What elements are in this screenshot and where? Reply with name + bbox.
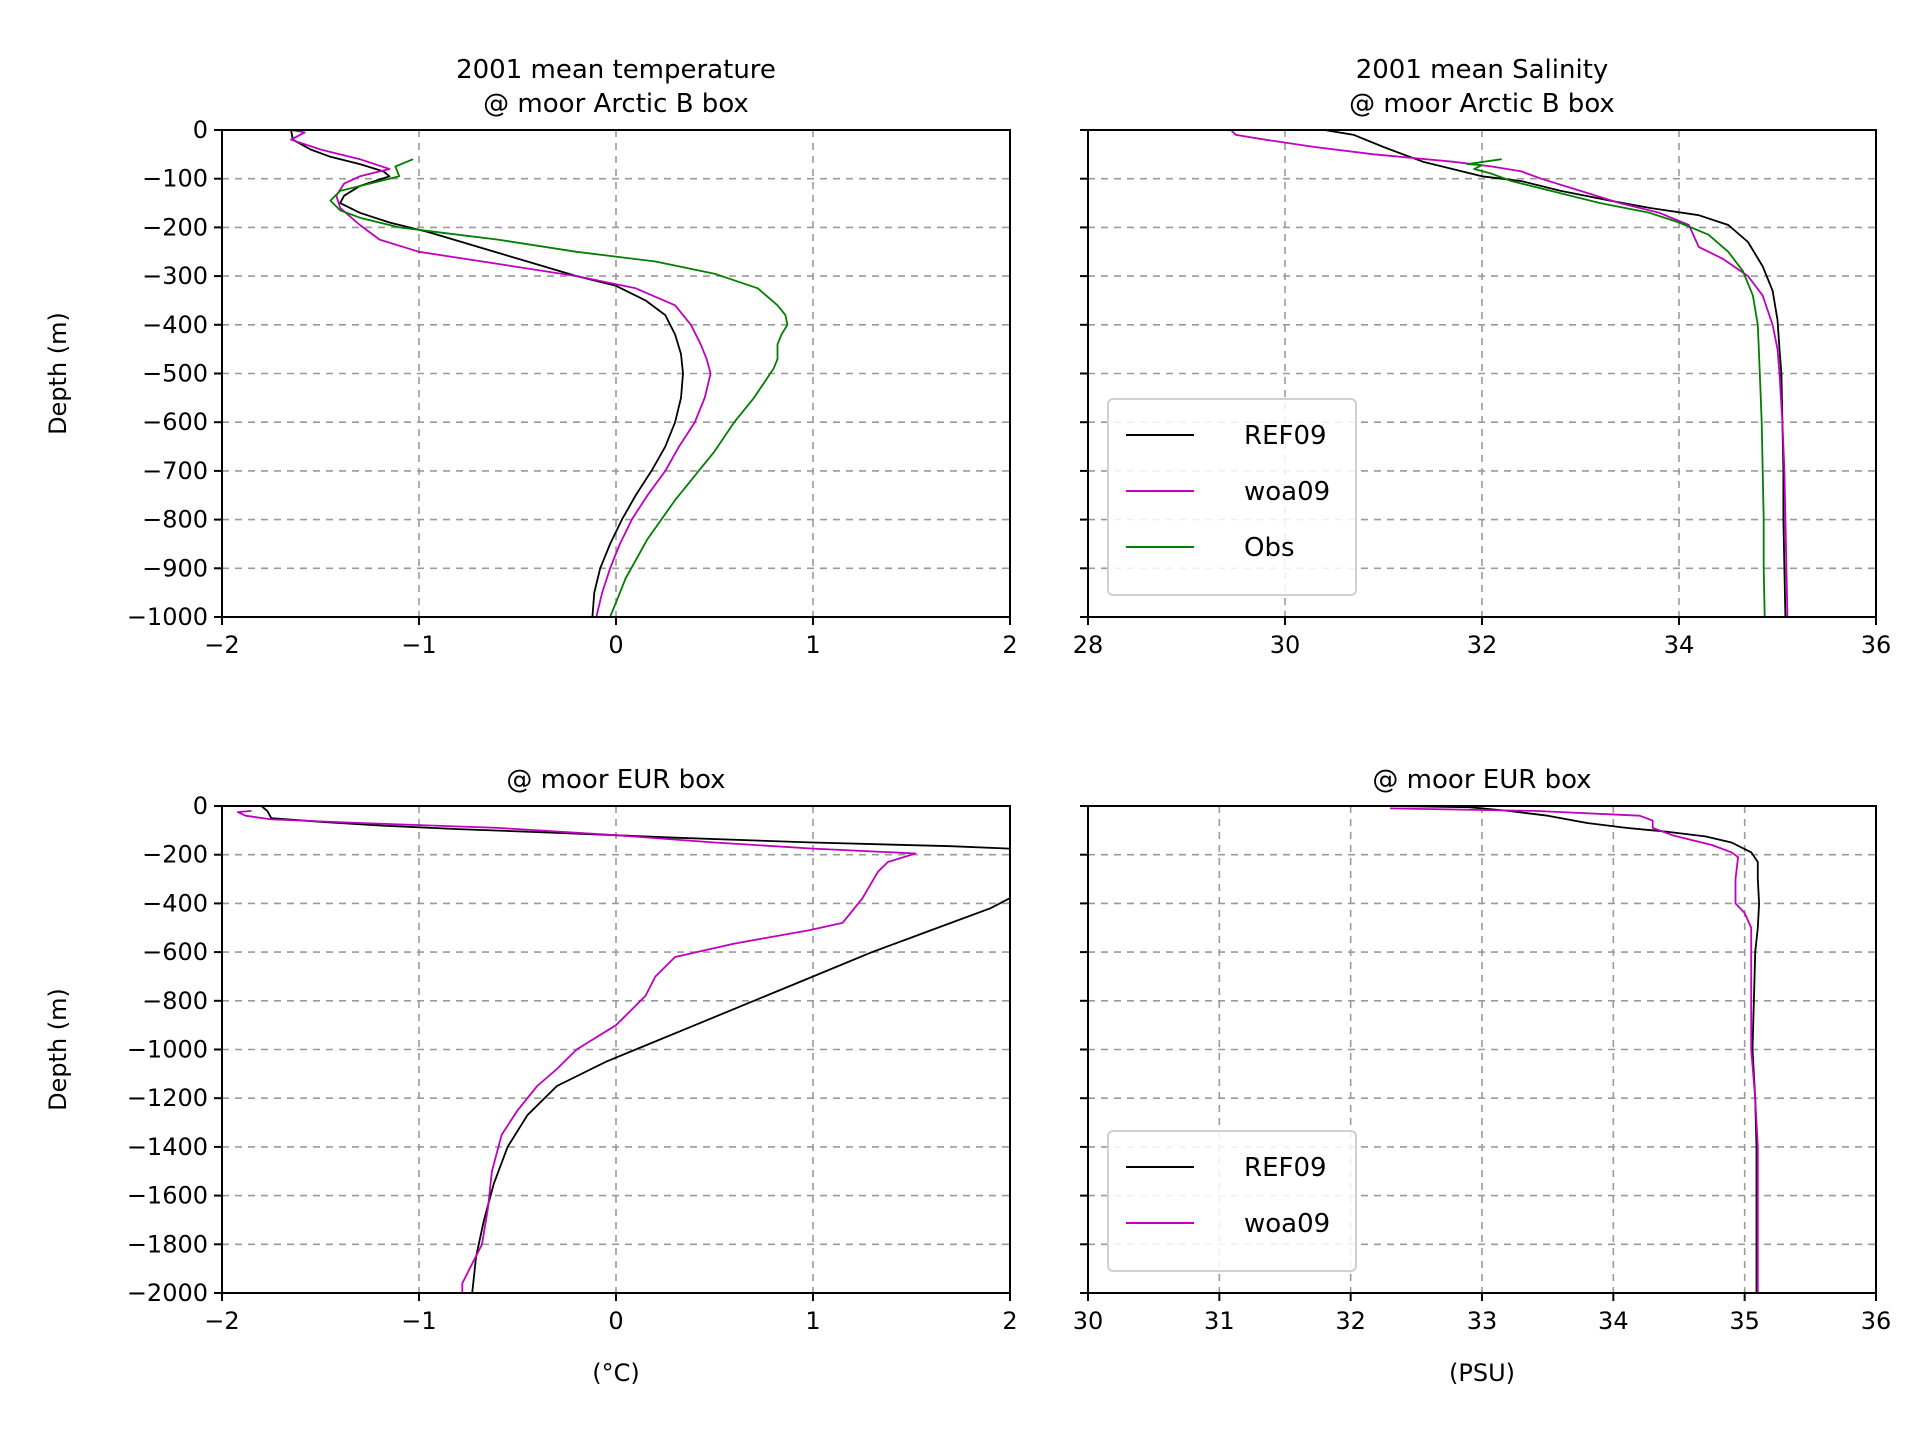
x-tick-label: 0 <box>608 1307 623 1335</box>
y-tick-label: −800 <box>142 506 208 534</box>
panel-1: −2 −1 0 1 2 0 −100 −200 −300 −400 −500 −600 −700 −800… <box>44 55 1018 659</box>
panel-2: 28 30 32 34 36 2001 mean Salinity @ moor Arcti… <box>1073 55 1892 659</box>
chart-title: @ moor EUR box <box>1372 765 1591 795</box>
panel-4: 30 31 32 33 34 35 36 @ moor EUR box (PSU) REF09 wo… <box>1073 765 1892 1387</box>
legend-label: REF09 <box>1244 421 1327 451</box>
series-line-woa09 <box>1230 130 1789 617</box>
legend-box <box>1107 1130 1357 1272</box>
x-tick-label: 30 <box>1270 631 1301 659</box>
x-tick-label: 36 <box>1861 631 1892 659</box>
x-tick-label: −1 <box>401 1307 436 1335</box>
x-tick-label: 1 <box>805 1307 820 1335</box>
y-tick-label: −400 <box>142 889 208 917</box>
y-axis-label: Depth (m) <box>44 988 72 1111</box>
y-axis-label: Depth (m) <box>44 312 72 435</box>
y-tick-label: −1200 <box>127 1084 208 1112</box>
x-tick-label: 2 <box>1002 1307 1017 1335</box>
legend: REF09 woa09 Obs <box>1107 398 1357 596</box>
x-tick-label: 32 <box>1467 631 1498 659</box>
y-tick-label: −1600 <box>127 1182 208 1210</box>
x-tick-label: −2 <box>204 1307 239 1335</box>
y-tick-label: −100 <box>142 165 208 193</box>
series-line-woa09 <box>236 810 917 1293</box>
x-tick-label: −1 <box>401 631 436 659</box>
series-line-woa09 <box>1390 807 1759 1293</box>
x-tick-label: 2 <box>1002 631 1017 659</box>
chart-title: @ moor Arctic B box <box>483 89 749 119</box>
series-line-REF09 <box>260 806 1010 850</box>
legend-label: REF09 <box>1244 1153 1327 1183</box>
chart-title: 2001 mean temperature <box>456 55 776 85</box>
series-line-woa09 <box>290 130 712 617</box>
x-tick-label: 32 <box>1335 1307 1366 1335</box>
y-tick-label: −1000 <box>127 1036 208 1064</box>
y-tick-label: −200 <box>142 841 208 869</box>
legend: REF09 woa09 <box>1107 1130 1357 1272</box>
y-tick-label: −600 <box>142 938 208 966</box>
y-tick-label: −400 <box>142 311 208 339</box>
x-tick-label: 35 <box>1729 1307 1760 1335</box>
y-tick-label: −900 <box>142 554 208 582</box>
x-tick-label: 34 <box>1598 1307 1629 1335</box>
y-tick-label: −800 <box>142 987 208 1015</box>
x-tick-label: 31 <box>1204 1307 1235 1335</box>
chart-title: @ moor EUR box <box>506 765 725 795</box>
y-tick-label: −700 <box>142 457 208 485</box>
x-axis-label: (°C) <box>592 1359 639 1387</box>
x-tick-label: −2 <box>204 631 239 659</box>
legend-label: woa09 <box>1244 1209 1330 1239</box>
x-tick-label: 36 <box>1861 1307 1892 1335</box>
y-tick-label: −500 <box>142 360 208 388</box>
y-tick-label: −600 <box>142 408 208 436</box>
series-line-Obs <box>329 158 789 617</box>
y-tick-label: −2000 <box>127 1279 208 1307</box>
series-line-REF09-lower <box>471 897 1010 1293</box>
x-tick-label: 1 <box>805 631 820 659</box>
x-tick-label: 28 <box>1073 631 1104 659</box>
x-tick-label: 30 <box>1073 1307 1104 1335</box>
chart-title: 2001 mean Salinity <box>1356 55 1609 85</box>
y-tick-label: −300 <box>142 262 208 290</box>
legend-label: woa09 <box>1244 477 1330 507</box>
y-tick-label: 0 <box>193 792 208 820</box>
y-tick-label: −200 <box>142 213 208 241</box>
x-tick-label: 0 <box>608 631 623 659</box>
y-tick-label: 0 <box>193 116 208 144</box>
y-tick-label: −1400 <box>127 1133 208 1161</box>
x-axis-label: (PSU) <box>1449 1359 1515 1387</box>
series-line-Obs <box>1466 158 1766 617</box>
legend-label: Obs <box>1244 533 1295 563</box>
x-tick-label: 33 <box>1467 1307 1498 1335</box>
y-tick-label: −1800 <box>127 1230 208 1258</box>
chart-title: @ moor Arctic B box <box>1349 89 1615 119</box>
x-tick-label: 34 <box>1664 631 1695 659</box>
panel-3: −2 −1 0 1 2 0 −200 −400 −600 −800 −1000 −1200 −1400 −… <box>44 765 1018 1387</box>
y-tick-label: −1000 <box>127 603 208 631</box>
